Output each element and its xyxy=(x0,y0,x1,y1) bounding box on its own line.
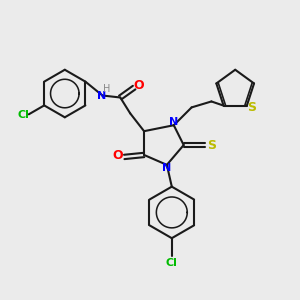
Text: N: N xyxy=(162,163,172,173)
Text: N: N xyxy=(169,117,178,127)
Text: Cl: Cl xyxy=(166,258,178,268)
Text: O: O xyxy=(134,79,144,92)
Text: O: O xyxy=(112,149,123,162)
Text: N: N xyxy=(97,91,106,100)
Text: S: S xyxy=(247,101,256,114)
Text: S: S xyxy=(207,139,216,152)
Text: H: H xyxy=(103,84,110,94)
Text: Cl: Cl xyxy=(18,110,30,120)
